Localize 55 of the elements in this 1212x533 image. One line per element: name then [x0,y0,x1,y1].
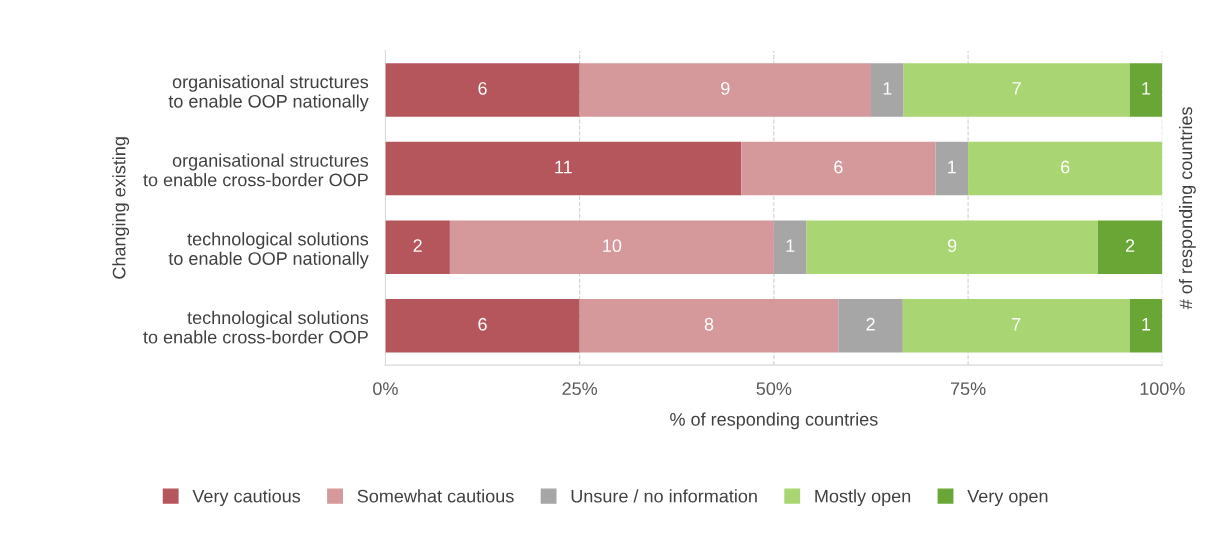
annotation: 8 [704,317,714,331]
annotation: 2 [1125,239,1135,252]
bar [968,141,1163,196]
bar [385,141,742,196]
bar [806,220,1098,274]
x-axis-title: % of responding countries [670,412,878,430]
x-tick-label: 0% [373,382,398,396]
y-tick-label: technological solutions to enable OOP nationally [168,232,369,269]
bar [935,141,969,196]
bar [579,299,839,353]
bar [385,220,450,274]
legend-label: Somewhat cautious [357,489,514,503]
annotation: 1 [948,160,956,174]
bar [1129,63,1163,117]
bar [902,299,1130,353]
legend-label: Very open [967,489,1048,507]
annotation: 6 [1061,160,1070,174]
y-tick-label: organisational structures to enable cross-border OOP [143,153,369,187]
bar [385,299,580,353]
annotation: 6 [478,82,487,95]
bar [903,63,1130,117]
bar [870,63,904,117]
annotation: 10 [603,239,622,253]
bar [741,141,936,196]
annotation: 1 [786,239,795,252]
legend-label: Mostly open [815,489,911,507]
bar [449,220,774,274]
x-tick-label: 50% [756,382,792,396]
annotation: 7 [1012,318,1021,331]
y-tick-label: organisational structures to enable OOP nationally [168,74,369,112]
annotation: 9 [947,239,957,253]
y-tick-label: technological solutions to enable cross-border OOP [143,310,369,344]
bar [579,63,871,117]
bar [1129,299,1163,353]
annotation: 6 [478,317,487,331]
legend-label: Unsure / no information [571,489,757,503]
x-tick-label: 25% [562,382,598,396]
y2-axis-title: # of responding countries [1178,107,1196,310]
bar [385,63,580,117]
annotation: 9 [721,82,730,95]
annotation: 1 [883,82,892,95]
annotation: 2 [413,239,422,252]
annotation: 1 [1142,318,1151,331]
bar [773,220,807,274]
legend-label: Very cautious [192,489,301,507]
y-axis-title: Changing existing [112,137,130,279]
x-tick-label: 75% [950,382,986,396]
annotation: 6 [834,160,843,174]
annotation: 7 [1012,82,1021,95]
annotation: 2 [866,317,875,331]
x-tick-label: 100% [1140,382,1185,396]
bar [838,299,903,353]
bar [1097,220,1163,274]
annotation: 11 [555,160,572,174]
annotation: 1 [1142,82,1151,95]
